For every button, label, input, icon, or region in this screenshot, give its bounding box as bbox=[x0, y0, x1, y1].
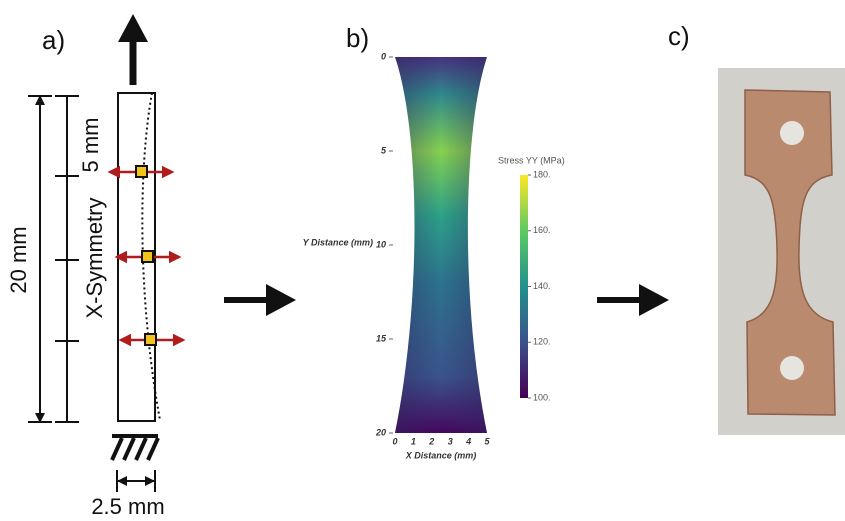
panel-label: a) bbox=[42, 25, 65, 55]
symmetry-markers bbox=[107, 165, 186, 347]
colorbar-title: Stress YY (MPa) bbox=[498, 155, 565, 165]
flow-arrowhead bbox=[639, 284, 669, 316]
specimen-photo bbox=[744, 89, 836, 416]
panel-b: b) X Distance (mm) Y Distance (mm) Stres… bbox=[303, 23, 565, 461]
flow-arrowhead bbox=[266, 284, 296, 316]
y-tick-label: 0 bbox=[381, 51, 386, 61]
colorbar-tick-label: 180. bbox=[533, 169, 551, 179]
sym-node bbox=[144, 333, 157, 346]
colorbar-tick-label: 120. bbox=[533, 337, 551, 347]
x-tick-label: 2 bbox=[428, 436, 434, 446]
panel-label: b) bbox=[346, 23, 369, 53]
colorbar bbox=[520, 175, 528, 398]
panel-label: c) bbox=[668, 21, 690, 51]
dim-segment: 5 mm bbox=[78, 118, 103, 173]
panel-a: a) 20 mm 5 mm X-Symmetry bbox=[6, 14, 186, 519]
width-dimension bbox=[116, 470, 156, 492]
fixed-support bbox=[110, 434, 160, 461]
colorbar-tick-label: 160. bbox=[533, 225, 551, 235]
sym-node bbox=[141, 250, 154, 263]
panel-c: c) bbox=[668, 21, 845, 435]
x-tick-label: 5 bbox=[484, 436, 490, 446]
x-tick-label: 1 bbox=[411, 436, 416, 446]
stress-field-shade bbox=[395, 57, 487, 433]
dim-width: 2.5 mm bbox=[91, 494, 164, 519]
y-tick-label: 15 bbox=[376, 333, 387, 343]
x-tick-label: 3 bbox=[448, 436, 453, 446]
deformed-edge bbox=[141, 92, 161, 421]
dimension-lines bbox=[28, 95, 79, 423]
x-tick-label: 4 bbox=[465, 436, 471, 446]
symmetry-label: X-Symmetry bbox=[82, 198, 107, 319]
dim-total: 20 mm bbox=[6, 226, 31, 293]
hatch bbox=[122, 437, 136, 461]
y-tick-label: 20 bbox=[375, 427, 386, 437]
y-tick-label: 5 bbox=[381, 145, 387, 155]
grip-hole bbox=[780, 121, 804, 145]
colorbar-tick-label: 100. bbox=[533, 392, 551, 402]
hatch bbox=[146, 437, 160, 461]
y-axis-label: Y Distance (mm) bbox=[303, 237, 373, 247]
x-tick-label: 0 bbox=[392, 436, 397, 446]
sym-node bbox=[135, 165, 148, 178]
hatch bbox=[110, 437, 124, 461]
load-arrowhead bbox=[118, 14, 148, 42]
x-axis-label: X Distance (mm) bbox=[405, 450, 477, 460]
y-tick-label: 10 bbox=[376, 239, 386, 249]
grip-hole bbox=[780, 356, 804, 380]
colorbar-tick-label: 140. bbox=[533, 281, 551, 291]
hatch bbox=[134, 437, 148, 461]
flow-arrows bbox=[224, 284, 669, 316]
